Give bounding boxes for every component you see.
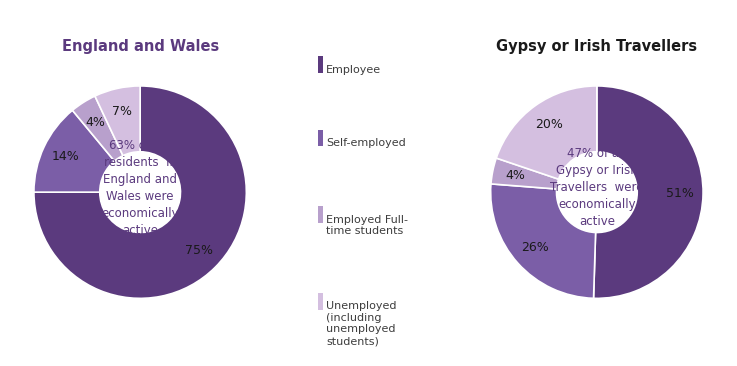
Title: England and Wales: England and Wales [61,39,219,54]
Text: Self-employed: Self-employed [326,138,406,148]
Text: 20%: 20% [534,118,562,131]
Text: Employed Full-
time students: Employed Full- time students [326,214,408,236]
Text: 47% of all
Gypsy or Irish
Travellers  were
economically
active: 47% of all Gypsy or Irish Travellers wer… [550,147,643,228]
Wedge shape [95,86,140,156]
Text: 7%: 7% [112,105,132,118]
Text: 51%: 51% [666,187,694,200]
Bar [318,130,323,146]
Wedge shape [34,110,114,192]
Wedge shape [491,184,595,298]
Bar [318,56,323,73]
Text: 26%: 26% [521,241,549,254]
Title: Gypsy or Irish Travellers: Gypsy or Irish Travellers [496,39,697,54]
Wedge shape [491,158,559,189]
Text: Unemployed
(including
unemployed
students): Unemployed (including unemployed student… [326,301,397,346]
Text: 4%: 4% [85,116,105,129]
Text: 4%: 4% [506,169,525,182]
Bar [318,206,323,223]
Wedge shape [34,86,246,298]
Text: 63% off all
residents  in
England and
Wales were
economically
active: 63% off all residents in England and Wal… [101,139,179,237]
Wedge shape [72,96,123,161]
Text: Employee: Employee [326,65,381,75]
Text: 14%: 14% [52,150,79,163]
Wedge shape [496,86,597,179]
Bar [318,293,323,310]
Wedge shape [593,86,703,298]
Text: 75%: 75% [185,244,213,257]
